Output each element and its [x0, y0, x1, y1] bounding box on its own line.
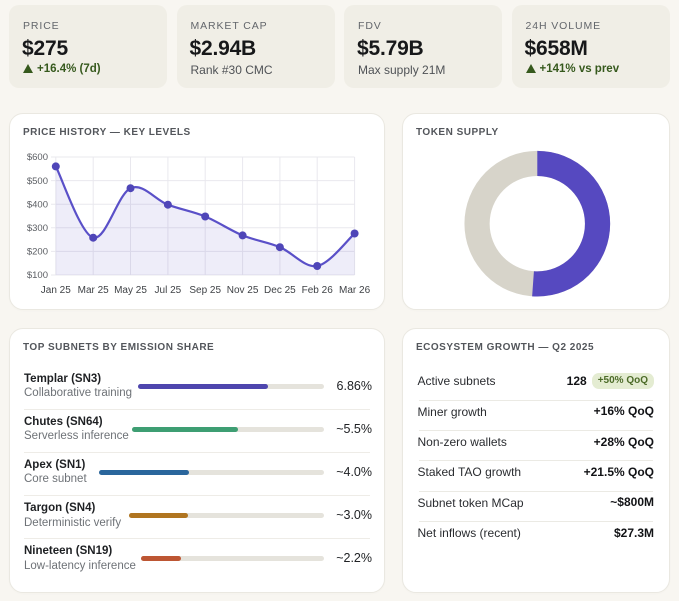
svg-text:Feb 26: Feb 26 [302, 285, 334, 296]
svg-text:$300: $300 [27, 223, 48, 234]
svg-text:Dec 25: Dec 25 [264, 285, 296, 296]
svg-text:$600: $600 [27, 152, 48, 163]
svg-text:Mar 26: Mar 26 [339, 285, 371, 296]
svg-text:Mar 25: Mar 25 [78, 285, 110, 296]
svg-text:$200: $200 [27, 247, 48, 258]
svg-text:$100: $100 [27, 270, 48, 281]
svg-text:$500: $500 [27, 176, 48, 187]
svg-text:May 25: May 25 [114, 285, 147, 296]
svg-text:$400: $400 [27, 199, 48, 210]
svg-text:Jul 25: Jul 25 [155, 285, 182, 296]
svg-text:Nov 25: Nov 25 [227, 285, 259, 296]
svg-text:Jan 25: Jan 25 [41, 285, 71, 296]
svg-text:Sep 25: Sep 25 [189, 285, 221, 296]
